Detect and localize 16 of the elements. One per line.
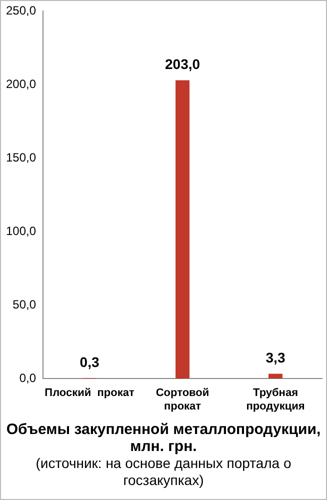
x-tick-label: Сортовой прокат xyxy=(156,387,210,412)
data-label: 203,0 xyxy=(164,56,200,72)
text: (источник: на основе данных портала о госзакупках) xyxy=(34,455,292,489)
text: Объемы закупленной металлопродукции, млн. грн. xyxy=(5,421,322,455)
y-tick-label: 250,0 xyxy=(6,4,36,18)
y-tick-label: 0,0 xyxy=(19,370,36,385)
bar xyxy=(176,80,190,379)
y-tick-label: 100,0 xyxy=(6,224,36,238)
x-tick-label: Плоский прокат xyxy=(44,387,135,400)
data-label: 3,3 xyxy=(266,350,286,366)
x-tick-label: Трубная продукция xyxy=(246,387,305,412)
data-label: 0,3 xyxy=(80,354,100,370)
y-tick-label: 50,0 xyxy=(12,297,36,312)
y-tick-label: 200,0 xyxy=(6,76,36,91)
y-tick-label: 150,0 xyxy=(6,150,36,164)
bar xyxy=(268,374,282,379)
